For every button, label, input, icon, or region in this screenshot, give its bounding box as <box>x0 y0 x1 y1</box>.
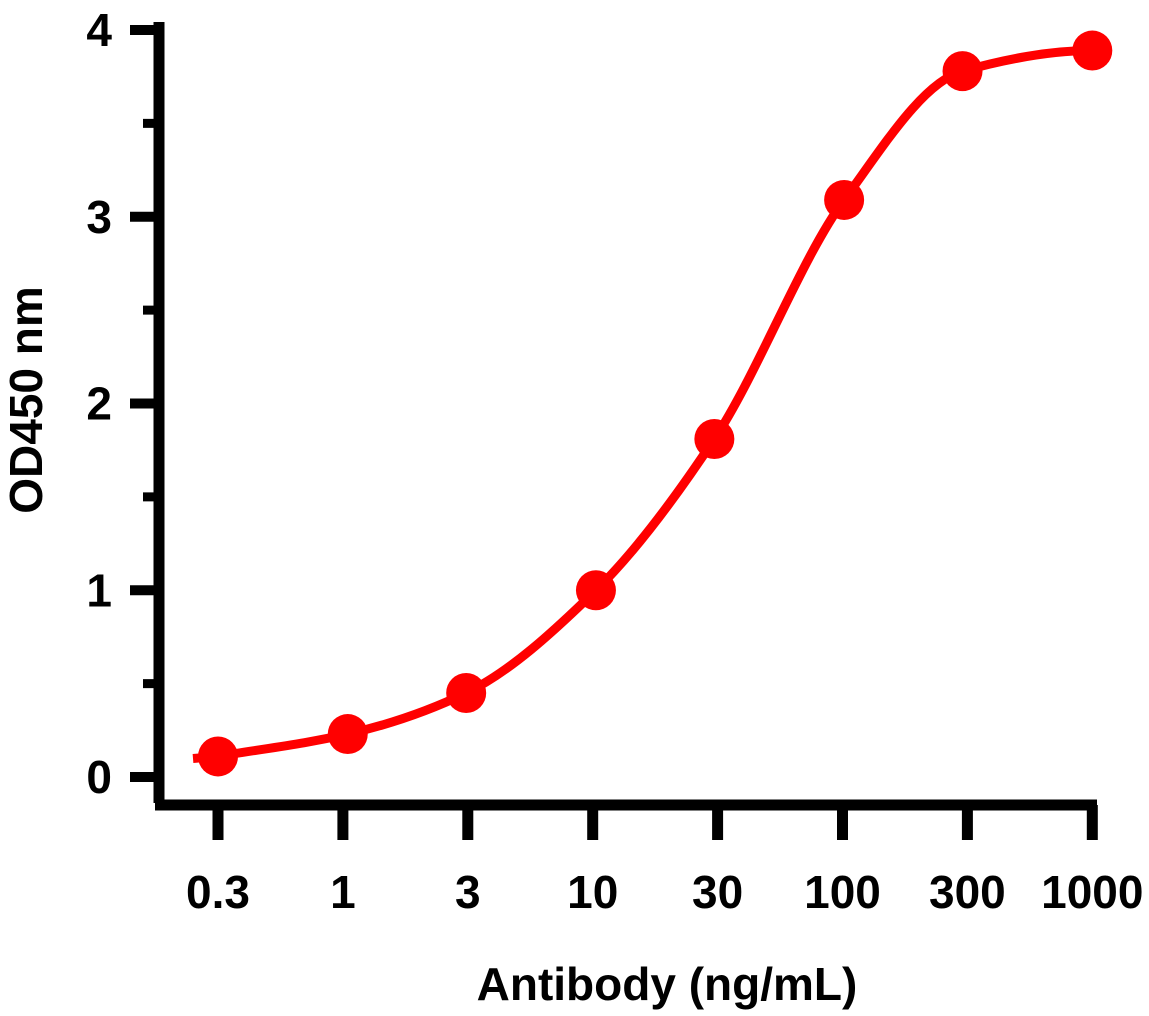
data-point <box>824 179 865 220</box>
axes <box>130 22 1098 840</box>
data-point <box>1072 30 1113 71</box>
fit-curve <box>192 46 1093 763</box>
x-tick-label: 0.3 <box>186 866 250 918</box>
y-tick-label: 4 <box>86 4 112 56</box>
x-tick-label: 3 <box>455 866 481 918</box>
data-point <box>327 714 368 755</box>
data-point <box>198 736 238 777</box>
y-tick-label: 3 <box>86 191 112 243</box>
data-point <box>575 570 616 611</box>
x-axis-title: Antibody (ng/mL) <box>477 958 858 1010</box>
data-point <box>446 672 487 713</box>
x-tick-label: 100 <box>804 866 881 918</box>
x-tick-label: 10 <box>567 866 618 918</box>
y-tick-label: 2 <box>86 378 112 430</box>
data-point <box>694 418 735 459</box>
y-tick-label: 1 <box>86 564 112 616</box>
x-tick-label: 1000 <box>1041 866 1143 918</box>
y-axis-title: OD450 nm <box>0 286 52 514</box>
data-points <box>198 30 1113 777</box>
x-tick-label: 30 <box>692 866 743 918</box>
x-tick-label: 300 <box>929 866 1006 918</box>
tick-labels: 0 1 2 3 4 0.3 1 3 10 30 100 300 1000 <box>86 4 1143 918</box>
data-point <box>942 51 983 92</box>
y-tick-label: 0 <box>86 751 112 803</box>
x-tick-label: 1 <box>330 866 356 918</box>
